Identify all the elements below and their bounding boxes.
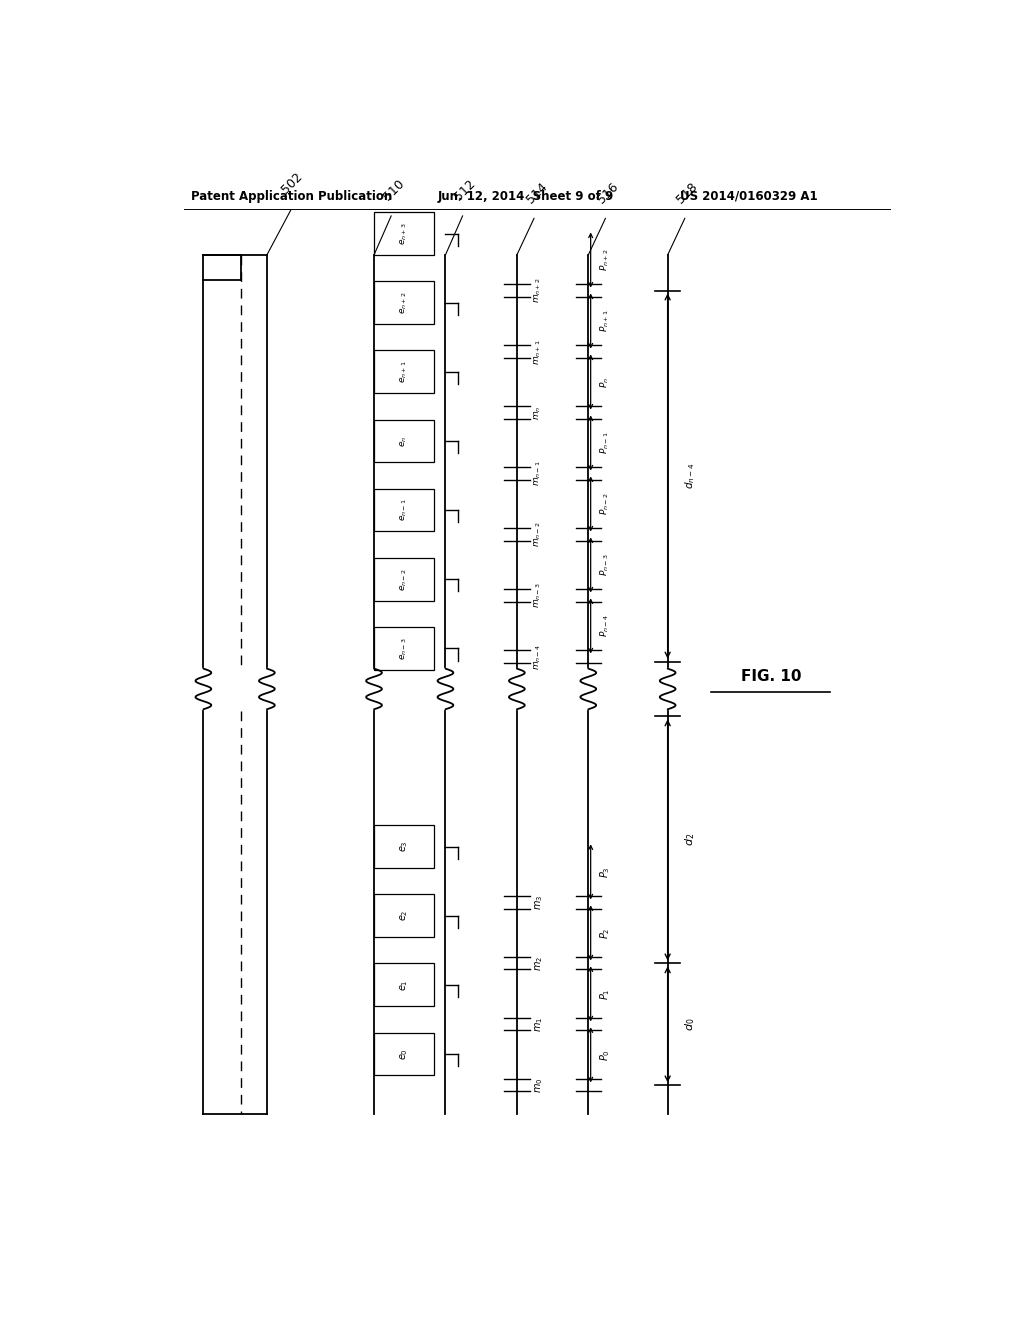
Text: $P_{n-2}$: $P_{n-2}$ — [599, 492, 611, 515]
Text: $e_{n}$: $e_{n}$ — [398, 436, 409, 446]
Text: $e_{0}$: $e_{0}$ — [398, 1048, 410, 1060]
Text: $P_n$: $P_n$ — [599, 376, 611, 388]
Text: US 2014/0160329 A1: US 2014/0160329 A1 — [680, 190, 817, 202]
Bar — [374, 488, 433, 532]
Text: $P_{n+1}$: $P_{n+1}$ — [599, 310, 611, 333]
Text: $m_0$: $m_0$ — [532, 1077, 545, 1093]
Text: 518: 518 — [675, 180, 700, 206]
Text: $e_{1}$: $e_{1}$ — [398, 979, 410, 990]
Bar — [374, 213, 433, 255]
Text: $m_{n-4}$: $m_{n-4}$ — [532, 643, 544, 669]
Text: $m_3$: $m_3$ — [532, 895, 545, 909]
Text: $d_2$: $d_2$ — [684, 833, 697, 846]
Text: $P_{n+2}$: $P_{n+2}$ — [599, 248, 611, 272]
Text: $m_{n-1}$: $m_{n-1}$ — [532, 461, 544, 487]
Text: FIG. 10: FIG. 10 — [740, 669, 801, 684]
Bar — [374, 420, 433, 462]
Text: Jun. 12, 2014  Sheet 9 of 9: Jun. 12, 2014 Sheet 9 of 9 — [437, 190, 613, 202]
Text: 512: 512 — [453, 177, 478, 203]
Text: 502: 502 — [280, 170, 305, 195]
Text: $e_{n+3}$: $e_{n+3}$ — [398, 222, 409, 246]
Bar — [374, 558, 433, 601]
Text: 514: 514 — [523, 181, 550, 206]
Bar — [374, 627, 433, 669]
Text: $e_{2}$: $e_{2}$ — [398, 909, 410, 921]
Text: $P_0$: $P_0$ — [599, 1049, 612, 1061]
Bar — [374, 1032, 433, 1076]
Bar — [374, 964, 433, 1006]
Text: $m_{n+2}$: $m_{n+2}$ — [532, 277, 544, 304]
Bar — [374, 894, 433, 937]
Text: $m_{n-2}$: $m_{n-2}$ — [532, 521, 544, 548]
Text: $P_3$: $P_3$ — [599, 866, 612, 878]
Text: $m_n$: $m_n$ — [532, 405, 544, 420]
Text: $P_{n-4}$: $P_{n-4}$ — [599, 615, 611, 638]
Text: $P_2$: $P_2$ — [599, 927, 612, 939]
Text: $P_{n-1}$: $P_{n-1}$ — [599, 432, 611, 454]
Text: $P_1$: $P_1$ — [599, 989, 612, 999]
Text: $e_{n+1}$: $e_{n+1}$ — [398, 360, 409, 383]
Text: $e_{n-2}$: $e_{n-2}$ — [398, 568, 409, 590]
Text: $m_1$: $m_1$ — [532, 1016, 545, 1032]
Text: $e_{n-3}$: $e_{n-3}$ — [398, 638, 409, 660]
Bar — [374, 281, 433, 325]
Text: $e_{n-1}$: $e_{n-1}$ — [398, 499, 409, 521]
Bar — [374, 825, 433, 867]
Text: 510: 510 — [381, 177, 407, 203]
Text: $e_{3}$: $e_{3}$ — [398, 841, 410, 853]
Text: $d_{n-4}$: $d_{n-4}$ — [684, 463, 697, 490]
Text: $m_{n-3}$: $m_{n-3}$ — [532, 582, 544, 609]
Text: $m_{n+1}$: $m_{n+1}$ — [532, 338, 544, 364]
Text: $m_2$: $m_2$ — [532, 956, 545, 972]
Text: Patent Application Publication: Patent Application Publication — [191, 190, 393, 202]
Text: $e_{n+2}$: $e_{n+2}$ — [398, 292, 409, 314]
Bar — [374, 351, 433, 393]
Text: $P_{n-3}$: $P_{n-3}$ — [599, 553, 611, 577]
Text: 516: 516 — [595, 181, 621, 206]
Text: $d_0$: $d_0$ — [684, 1018, 697, 1031]
